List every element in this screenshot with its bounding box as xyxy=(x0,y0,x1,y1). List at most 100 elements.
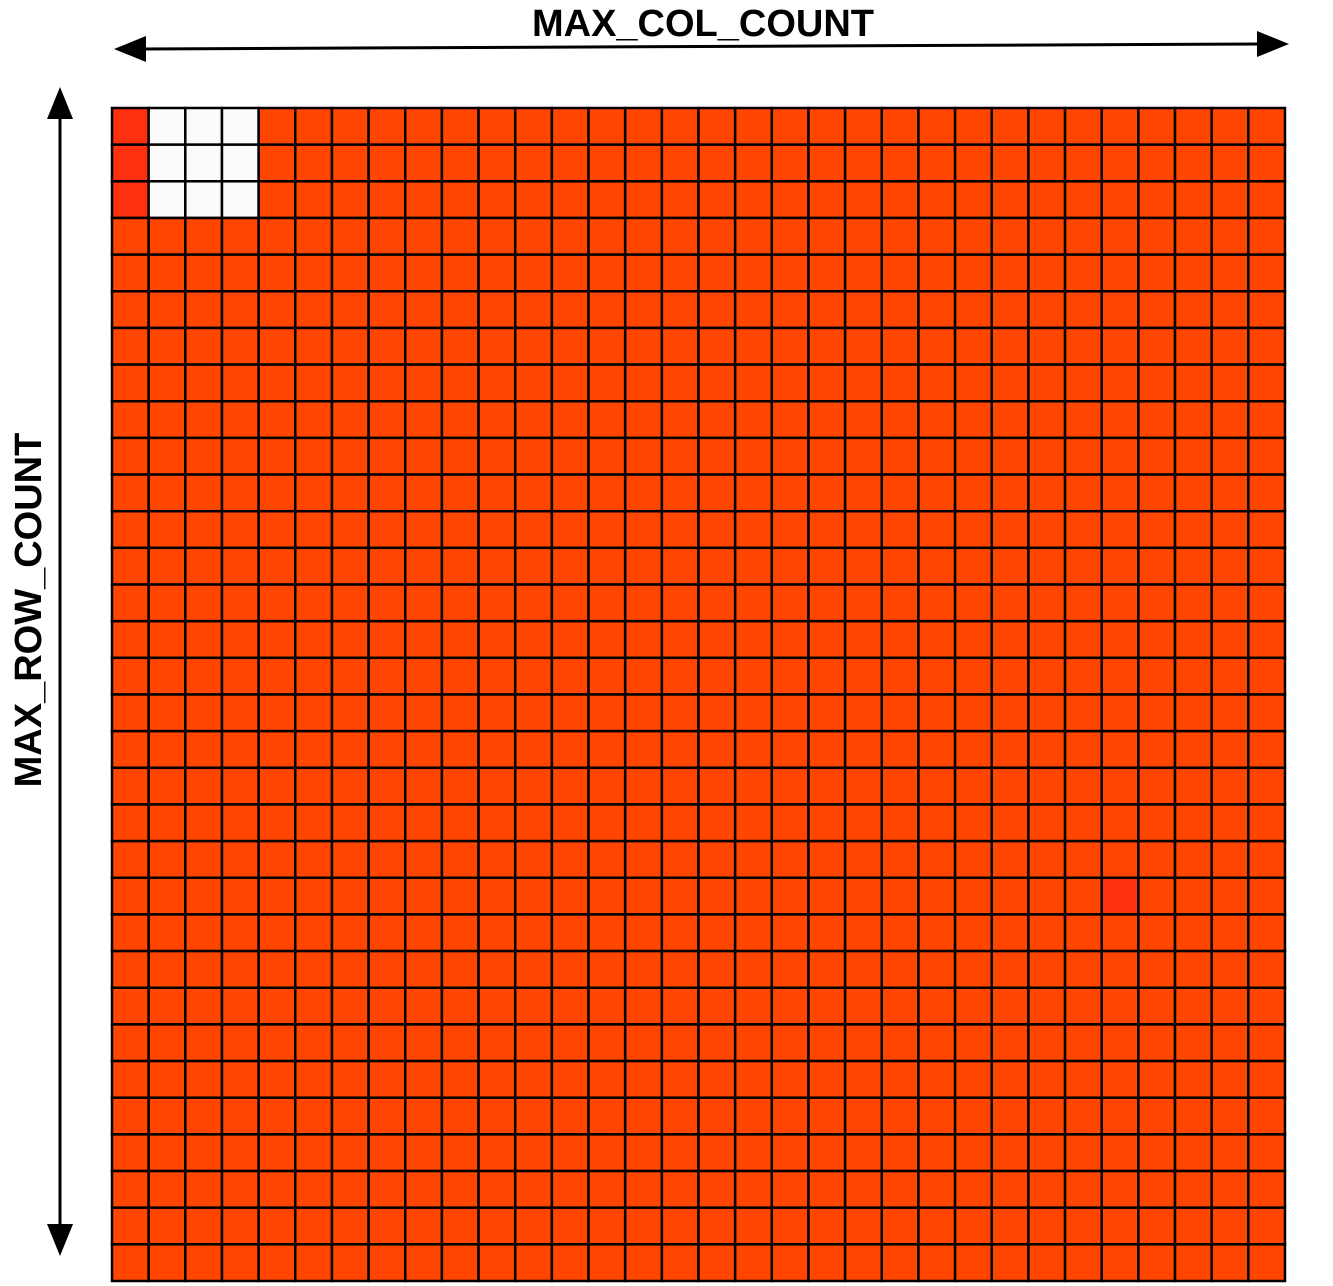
grid-cell xyxy=(990,693,1030,733)
grid-cell xyxy=(770,876,810,916)
grid-cell xyxy=(440,1096,480,1136)
grid-cell xyxy=(843,839,884,880)
grid-cell xyxy=(1027,180,1067,220)
grid-cell xyxy=(697,400,737,440)
grid-cell xyxy=(1247,216,1287,256)
grid-cell xyxy=(843,180,884,220)
grid-cell xyxy=(550,1243,590,1283)
grid-cell xyxy=(294,766,334,806)
grid-cell xyxy=(953,583,994,623)
grid-cell xyxy=(733,766,774,806)
grid-cell xyxy=(147,216,187,256)
grid-cell xyxy=(1247,290,1287,330)
grid-cell xyxy=(1100,400,1140,440)
grid-cell xyxy=(330,180,370,220)
grid-cell xyxy=(623,1133,664,1173)
grid-cell xyxy=(697,1023,737,1063)
grid-cell xyxy=(220,216,260,256)
grid-cell xyxy=(623,1169,664,1209)
grid-cell xyxy=(587,180,627,220)
grid-cell xyxy=(1173,619,1213,660)
grid-cell xyxy=(623,876,664,916)
grid-cell xyxy=(330,693,370,733)
grid-cell xyxy=(110,839,150,880)
grid-cell xyxy=(1173,216,1213,256)
grid-cell xyxy=(697,509,737,550)
grid-cell xyxy=(550,913,590,953)
grid-cell xyxy=(1210,729,1250,770)
grid-cell xyxy=(733,106,774,146)
grid-cell xyxy=(843,473,884,513)
grid-cell xyxy=(990,290,1030,330)
grid-cell xyxy=(1137,473,1177,513)
grid-cell xyxy=(587,766,627,806)
grid-cell xyxy=(294,363,334,403)
grid-cell xyxy=(404,1096,444,1136)
grid-cell xyxy=(367,546,407,586)
grid-cell xyxy=(330,1243,370,1283)
grid-cell xyxy=(404,986,444,1026)
grid-cell xyxy=(367,400,407,440)
grid-cell xyxy=(184,1133,224,1173)
grid-cell xyxy=(257,913,297,953)
grid-cell xyxy=(660,656,700,696)
grid-cell xyxy=(770,1059,810,1099)
grid-cell xyxy=(513,1206,554,1246)
grid-cell xyxy=(1210,1169,1250,1209)
grid-cell xyxy=(1063,839,1103,880)
grid-cell xyxy=(367,436,407,476)
grid-cell xyxy=(1063,729,1103,770)
grid-cell xyxy=(257,180,297,220)
grid-cell xyxy=(513,436,554,476)
grid-cell xyxy=(184,290,224,330)
grid-cell xyxy=(1100,766,1140,806)
grid-cell xyxy=(440,1206,480,1246)
grid-cell xyxy=(990,1169,1030,1209)
grid-cell xyxy=(880,656,920,696)
grid-cell xyxy=(1100,1206,1140,1246)
grid-cell xyxy=(917,400,957,440)
grid-cell xyxy=(880,509,920,550)
grid-cell xyxy=(733,180,774,220)
grid-cell xyxy=(990,1059,1030,1099)
grid-cell xyxy=(1100,1243,1140,1283)
grid-cell xyxy=(367,766,407,806)
grid-cell xyxy=(1210,143,1250,183)
grid-cell xyxy=(1247,619,1287,660)
grid-cell xyxy=(623,583,664,623)
grid-cell xyxy=(367,1096,407,1136)
grid-cell xyxy=(1100,473,1140,513)
grid-cell xyxy=(880,253,920,293)
grid-cell xyxy=(404,766,444,806)
grid-cell xyxy=(1063,253,1103,293)
grid-cell xyxy=(953,1169,994,1209)
grid-cell xyxy=(330,253,370,293)
grid-cell xyxy=(513,546,554,586)
grid-cell xyxy=(513,1243,554,1283)
grid-cell xyxy=(953,1243,994,1283)
grid-cell xyxy=(367,326,407,366)
grid-cell xyxy=(990,253,1030,293)
grid-cell xyxy=(513,1133,554,1173)
grid-cell xyxy=(1063,143,1103,183)
grid-cell xyxy=(733,143,774,183)
grid-cell xyxy=(1100,363,1140,403)
grid-cell xyxy=(110,326,150,366)
grid-cell xyxy=(880,326,920,366)
grid-cell xyxy=(440,619,480,660)
grid-cell xyxy=(843,143,884,183)
grid-cell xyxy=(1210,913,1250,953)
grid-cell xyxy=(550,473,590,513)
grid-cell xyxy=(367,913,407,953)
grid-cell xyxy=(1173,326,1213,366)
grid-cell xyxy=(843,400,884,440)
grid-cell xyxy=(880,1169,920,1209)
grid-cell xyxy=(1247,253,1287,293)
grid-cell xyxy=(880,106,920,146)
grid-cell xyxy=(660,619,700,660)
grid-cell xyxy=(917,693,957,733)
grid-cell xyxy=(807,1133,847,1173)
grid-cell xyxy=(843,986,884,1026)
grid-cell xyxy=(733,913,774,953)
